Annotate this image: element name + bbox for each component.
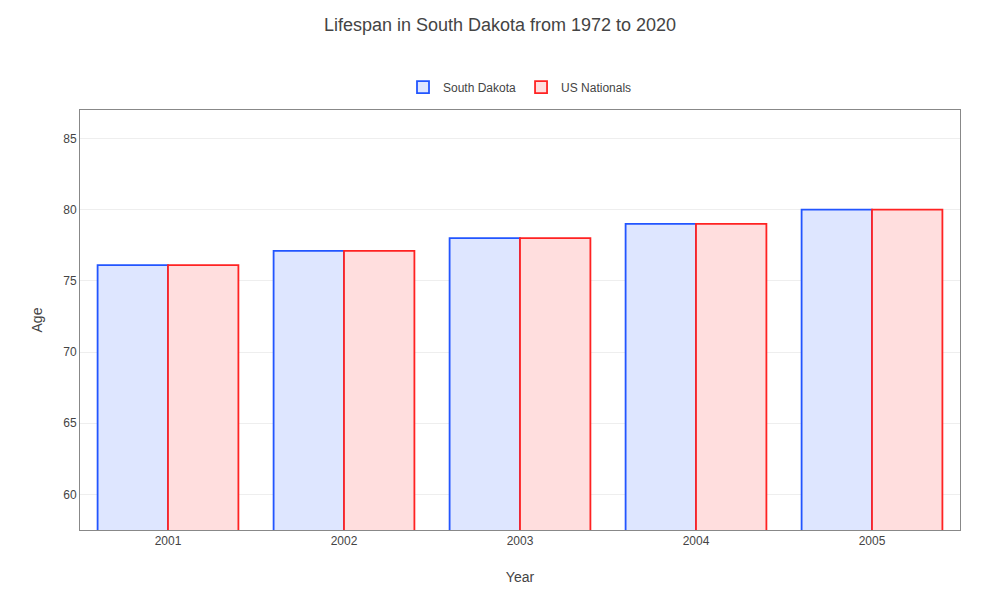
svg-text:2002: 2002	[331, 534, 358, 548]
svg-text:65: 65	[63, 416, 77, 430]
svg-text:85: 85	[63, 132, 77, 146]
svg-text:2003: 2003	[507, 534, 534, 548]
svg-text:60: 60	[63, 488, 77, 502]
svg-text:Year: Year	[506, 569, 535, 585]
svg-text:80: 80	[63, 203, 77, 217]
svg-text:70: 70	[63, 345, 77, 359]
svg-text:2005: 2005	[859, 534, 886, 548]
svg-text:2004: 2004	[683, 534, 710, 548]
svg-text:Lifespan in South Dakota from: Lifespan in South Dakota from 1972 to 20…	[324, 15, 676, 35]
svg-text:South Dakota: South Dakota	[443, 81, 516, 95]
svg-text:2001: 2001	[155, 534, 182, 548]
svg-text:Age: Age	[29, 307, 45, 332]
svg-text:US Nationals: US Nationals	[561, 81, 631, 95]
svg-text:75: 75	[63, 274, 77, 288]
